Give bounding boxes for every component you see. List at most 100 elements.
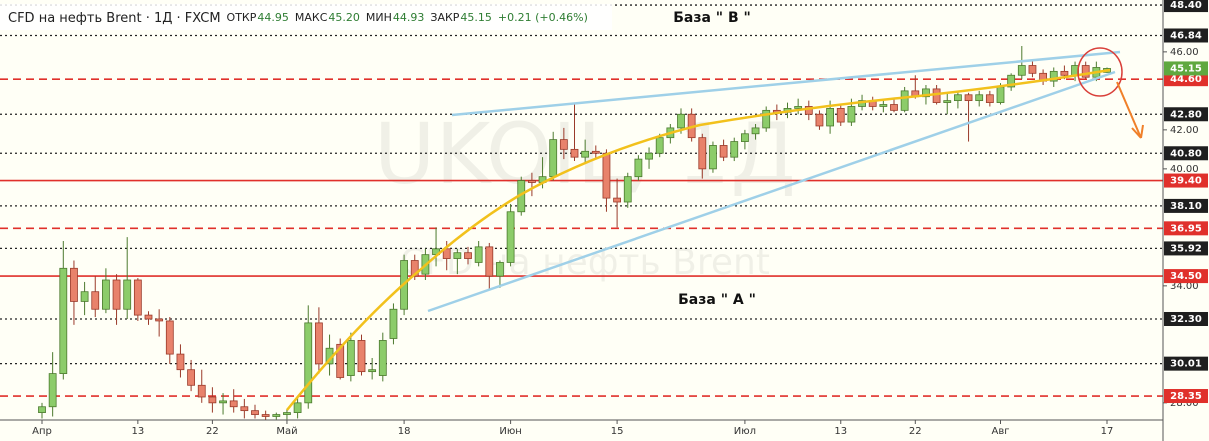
candle-body <box>634 158 643 178</box>
level-label-bg <box>1164 198 1208 213</box>
candle-body <box>283 412 291 415</box>
level-label: 30.01 <box>1170 359 1202 370</box>
ohlc-value: 45.20 <box>328 11 360 24</box>
candle-body <box>346 340 355 376</box>
candle-body <box>1060 70 1069 76</box>
x-tick-label: 17 <box>1101 426 1114 437</box>
candle-body <box>1081 65 1090 78</box>
candle-body <box>314 322 323 365</box>
level-label-bg <box>1164 269 1208 284</box>
candle-body <box>155 318 164 322</box>
candle-body <box>943 100 952 103</box>
candle-body <box>975 94 984 102</box>
candle-body <box>464 252 472 259</box>
candle-body <box>38 406 46 413</box>
level-label: 35.92 <box>1170 243 1202 254</box>
ohlc-label: ЗАКР <box>430 11 459 24</box>
candle-body <box>506 211 515 263</box>
candle-body <box>964 94 973 102</box>
candle-body <box>804 106 813 115</box>
candle-body <box>378 340 387 376</box>
change: +0.21 (+0.46%) <box>498 11 588 24</box>
candle-body <box>357 340 366 373</box>
level-label: 42.80 <box>1170 109 1202 120</box>
ohlc-label: МИН <box>366 11 392 24</box>
candle-body <box>826 108 834 127</box>
level-label: 40.80 <box>1170 148 1202 159</box>
candle-body <box>815 113 824 127</box>
candle-body <box>336 343 345 378</box>
ohlc-value: 44.93 <box>393 11 425 24</box>
level-label: 38.10 <box>1170 201 1202 212</box>
level-label-bg <box>1164 72 1208 87</box>
candle-body <box>123 279 132 310</box>
candle-body <box>794 106 803 109</box>
ohlc-value: 45.15 <box>460 11 492 24</box>
candle-body <box>954 94 962 102</box>
candle-body <box>922 88 930 98</box>
candle-body <box>208 396 217 404</box>
candle-body <box>932 88 941 103</box>
candle-body <box>91 291 100 310</box>
ohlc-label: МАКС <box>295 11 328 24</box>
candle-body <box>410 260 419 277</box>
candle-body <box>474 246 483 263</box>
level-label: 36.95 <box>1170 223 1202 234</box>
candle-body <box>272 414 281 417</box>
candle-body <box>442 248 451 259</box>
y-tick-label: 46.00 <box>1170 47 1199 58</box>
x-tick-label: Июн <box>499 426 521 437</box>
x-tick-label: Апр <box>32 426 52 437</box>
candle-body <box>261 414 270 417</box>
x-tick-label: 15 <box>611 426 624 437</box>
candle-body <box>730 141 739 158</box>
candle-body <box>751 127 760 135</box>
candle-body <box>602 152 611 199</box>
axes: 28.00 34.00 40.00 42.00 46.00 48.40 46.84 44.60… <box>32 0 1208 437</box>
candle-body <box>48 373 57 408</box>
candle-body <box>80 291 89 302</box>
header-title: CFD на нефть Brent · 1Д · FXCM <box>8 11 221 26</box>
level-label-bg <box>1164 356 1208 371</box>
candle-body <box>293 402 302 413</box>
candle-body <box>229 400 238 408</box>
last-price-label: 45.15 <box>1170 63 1202 74</box>
candle-body <box>144 314 153 320</box>
candle-body <box>879 104 888 107</box>
candle-body <box>485 246 494 277</box>
candle-body <box>197 384 206 398</box>
candle-body <box>655 137 664 154</box>
level-label: 44.60 <box>1170 74 1202 85</box>
candle-body <box>581 150 590 158</box>
candle-body <box>240 406 249 412</box>
level-label: 28.35 <box>1170 391 1202 402</box>
candle-body <box>165 320 174 355</box>
candle-body <box>176 353 185 371</box>
candle-body <box>645 152 653 160</box>
level-label: 32.30 <box>1170 314 1202 325</box>
candle-body <box>623 176 632 203</box>
level-label: 39.40 <box>1170 176 1202 187</box>
candle-body <box>847 106 856 123</box>
level-label-bg <box>1164 0 1208 13</box>
candle-body <box>900 90 909 111</box>
level-label-bg <box>1164 107 1208 122</box>
level-label-bg <box>1164 173 1208 188</box>
trend-line-lower <box>427 70 1116 313</box>
arrow <box>1116 81 1144 139</box>
candle-body <box>1017 65 1026 76</box>
candle-body <box>251 410 259 415</box>
level-label-bg <box>1164 28 1208 43</box>
x-tick-label: 22 <box>909 426 922 437</box>
level-label-bg <box>1164 311 1208 326</box>
candle-body <box>59 267 68 374</box>
annotation-b: База " B " <box>673 10 751 26</box>
ohlc-value: 44.95 <box>257 11 289 24</box>
candle-body <box>559 139 568 150</box>
candle-body <box>389 308 398 339</box>
x-tick-label: 18 <box>398 426 411 437</box>
x-tick-label: 22 <box>206 426 219 437</box>
candle-body <box>453 252 462 259</box>
level-label: 48.40 <box>1170 0 1202 11</box>
